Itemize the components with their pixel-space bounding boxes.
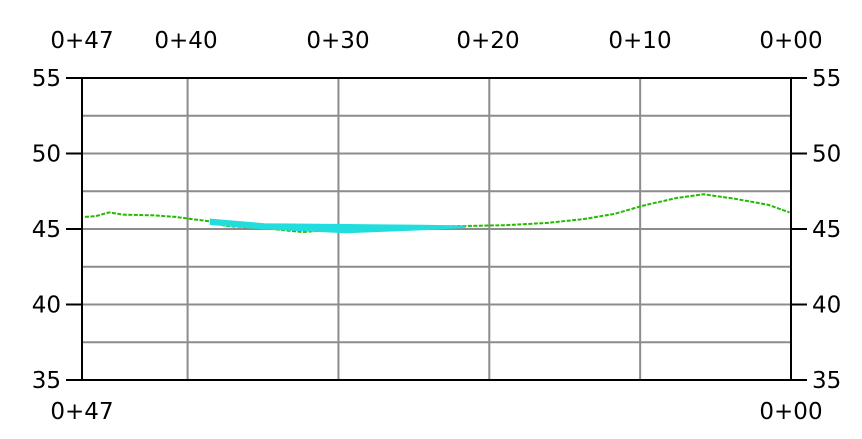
station-label-top: 0+20 xyxy=(456,28,519,54)
y-tick-label-left: 55 xyxy=(32,66,61,92)
ground-profile-series xyxy=(84,193,790,234)
y-tick-label-right: 55 xyxy=(812,66,841,92)
water-band-series xyxy=(209,218,466,234)
station-label-bottom: 0+00 xyxy=(759,399,822,425)
series-layer xyxy=(84,193,790,234)
y-tick-label-right: 50 xyxy=(812,142,841,168)
grid-layer xyxy=(82,78,791,380)
y-tick-label-right: 45 xyxy=(812,217,841,243)
station-label-top: 0+10 xyxy=(608,28,671,54)
station-label-top: 0+00 xyxy=(759,28,822,54)
y-tick-label-left: 45 xyxy=(32,217,61,243)
station-label-bottom: 0+47 xyxy=(50,399,113,425)
y-tick-label-left: 40 xyxy=(32,293,61,319)
station-label-top: 0+47 xyxy=(50,28,113,54)
y-tick-label-left: 35 xyxy=(32,368,61,394)
label-layer: 0+47 0+40 0+30 0+20 0+10 0+00 0+47 0+00 55 50 45 40… xyxy=(32,28,842,425)
station-label-top: 0+40 xyxy=(154,28,217,54)
y-tick-label-left: 50 xyxy=(32,142,61,168)
y-tick-label-right: 40 xyxy=(812,293,841,319)
tick-layer xyxy=(66,77,807,381)
y-tick-label-right: 35 xyxy=(812,368,841,394)
station-label-top: 0+30 xyxy=(306,28,369,54)
